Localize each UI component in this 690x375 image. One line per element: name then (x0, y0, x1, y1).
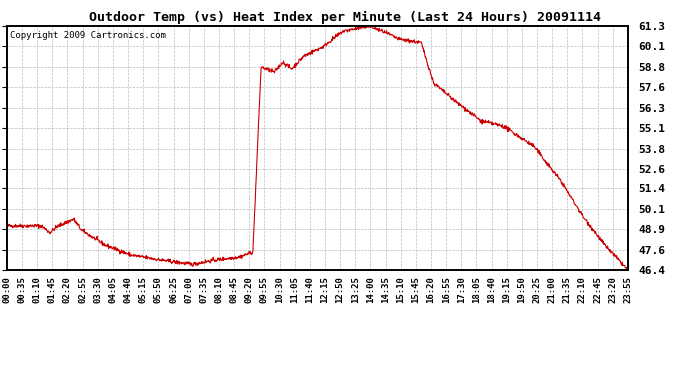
Text: Outdoor Temp (vs) Heat Index per Minute (Last 24 Hours) 20091114: Outdoor Temp (vs) Heat Index per Minute … (89, 11, 601, 24)
Text: Copyright 2009 Cartronics.com: Copyright 2009 Cartronics.com (10, 31, 166, 40)
